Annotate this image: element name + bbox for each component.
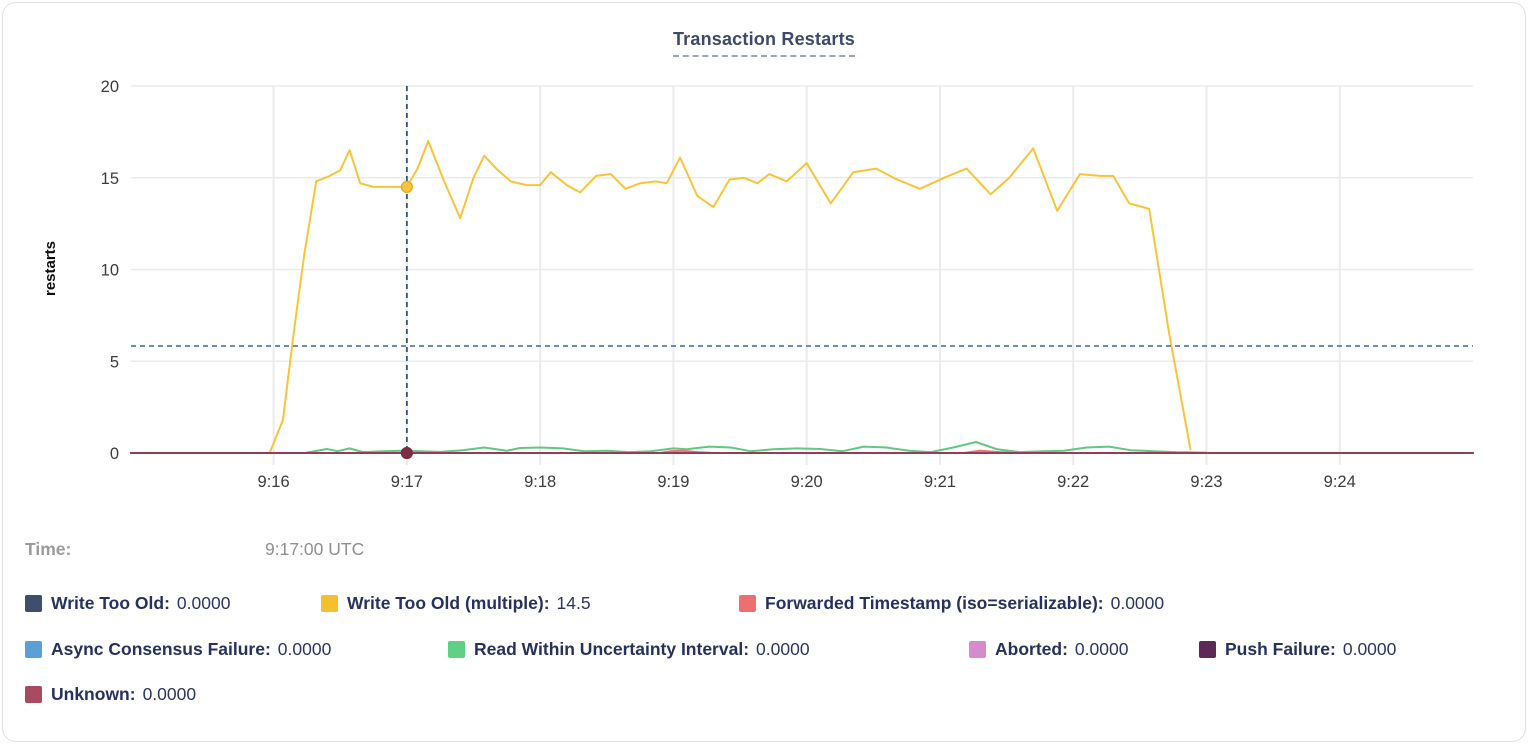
y-tick-label: 0 — [110, 445, 119, 463]
legend-item-read-within-uncertainty-interval: Read Within Uncertainty Interval: 0.0000 — [448, 639, 969, 660]
series-line-read-within-uncertainty-interval — [305, 441, 1208, 454]
legend-item-forwarded-timestamp-iso-serializable: Forwarded Timestamp (iso=serializable): 0… — [739, 593, 1164, 614]
legend-value: 0.0000 — [176, 593, 231, 613]
hover-marker-dot — [400, 446, 413, 460]
legend-swatch-icon — [739, 595, 756, 612]
hover-marker-dot — [400, 180, 413, 194]
hover-time-row: Time: 9:17:00 UTC — [25, 539, 1505, 560]
legend-label: Aborted: — [995, 639, 1068, 659]
legend-label: Write Too Old (multiple): — [347, 593, 550, 613]
y-axis-label-wrap: restarts — [11, 173, 91, 363]
legend-value: 0.0000 — [1342, 639, 1397, 659]
legend-item-async-consensus-failure: Async Consensus Failure: 0.0000 — [25, 639, 448, 660]
x-tick-label: 9:23 — [1190, 473, 1222, 491]
y-axis-label: restarts — [42, 240, 60, 296]
legend-value: 0.0000 — [277, 639, 332, 659]
legend-swatch-icon — [25, 595, 42, 612]
legend-value: 0.0000 — [142, 684, 197, 704]
legend-item-push-failure: Push Failure: 0.0000 — [1199, 639, 1396, 660]
chart-title-wrap: Transaction Restarts — [3, 29, 1525, 57]
legend-label: Push Failure: — [1225, 639, 1336, 659]
legend-row: Async Consensus Failure: 0.0000 Read Withi… — [25, 639, 1396, 660]
x-tick-label: 9:22 — [1057, 473, 1089, 491]
legend-row: Write Too Old: 0.0000 Write Too Old (multi… — [25, 593, 1164, 614]
chart-plot-area[interactable]: 0 5 10 15 20 9:16 9:17 9:18 9:19 9:20 9:21 9:22 9:23… — [3, 3, 1528, 523]
legend-item-aborted: Aborted: 0.0000 — [969, 639, 1199, 660]
legend-swatch-icon — [448, 641, 465, 658]
x-tick-label: 9:24 — [1324, 473, 1356, 491]
x-tick-label: 9:21 — [924, 473, 956, 491]
legend-swatch-icon — [969, 641, 986, 658]
legend-value: 0.0000 — [1074, 639, 1129, 659]
legend-label: Forwarded Timestamp (iso=serializable): — [765, 593, 1104, 613]
hover-time-label: Time: — [25, 539, 72, 559]
legend-label: Read Within Uncertainty Interval: — [474, 639, 750, 659]
x-tick-label: 9:17 — [391, 473, 423, 491]
x-tick-label: 9:20 — [791, 473, 823, 491]
legend-item-write-too-old-multiple: Write Too Old (multiple): 14.5 — [321, 593, 739, 614]
legend-row: Unknown: 0.0000 — [25, 684, 196, 705]
legend-swatch-icon — [25, 686, 42, 703]
legend-label: Write Too Old: — [51, 593, 170, 613]
legend-label: Async Consensus Failure: — [51, 639, 271, 659]
legend-item-write-too-old: Write Too Old: 0.0000 — [25, 593, 321, 614]
legend-swatch-icon — [25, 641, 42, 658]
y-tick-label: 5 — [110, 353, 119, 371]
y-tick-label: 10 — [101, 262, 119, 280]
series-line-write-too-old-multiple — [268, 140, 1192, 454]
legend-label: Unknown: — [51, 684, 136, 704]
legend-value: 0.0000 — [1110, 593, 1165, 613]
x-tick-label: 9:19 — [657, 473, 689, 491]
legend-item-unknown: Unknown: 0.0000 — [25, 684, 196, 705]
y-tick-label: 15 — [101, 170, 119, 188]
x-tick-label: 9:18 — [524, 473, 556, 491]
x-tick-label: 9:16 — [258, 473, 290, 491]
legend-swatch-icon — [321, 595, 338, 612]
hover-time-value: 9:17:00 UTC — [265, 539, 365, 559]
y-tick-label: 20 — [101, 78, 119, 96]
legend-value: 0.0000 — [756, 639, 810, 659]
legend-value: 14.5 — [556, 593, 591, 613]
chart-title[interactable]: Transaction Restarts — [672, 29, 856, 57]
legend-swatch-icon — [1199, 641, 1216, 658]
